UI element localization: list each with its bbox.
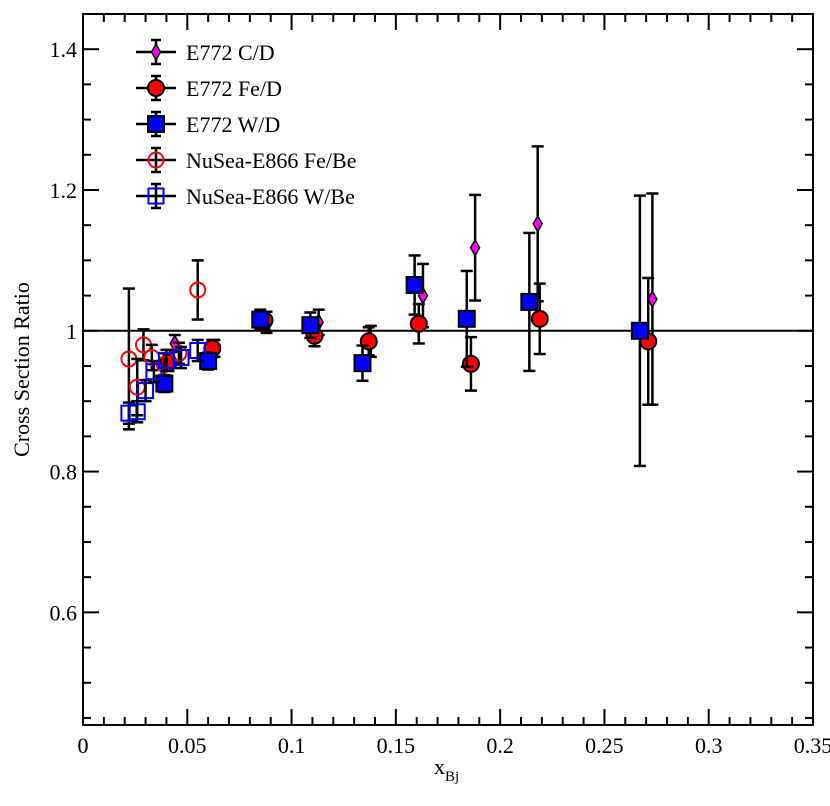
legend-label: E772 W/D bbox=[186, 112, 280, 137]
legend-marker bbox=[147, 115, 165, 133]
series-e772-fe-d bbox=[159, 276, 658, 406]
data-point bbox=[301, 311, 320, 340]
legend-entry: E772 W/D bbox=[136, 110, 280, 138]
data-marker bbox=[532, 214, 544, 234]
data-marker bbox=[409, 314, 428, 333]
x-axis-title-sub: Bj bbox=[445, 769, 459, 785]
data-point bbox=[531, 145, 544, 303]
legend-entry: NuSea-E866 W/Be bbox=[136, 182, 355, 210]
data-marker bbox=[128, 403, 146, 421]
legend-label: NuSea-E866 Fe/Be bbox=[186, 148, 356, 173]
data-point bbox=[461, 335, 480, 392]
y-axis-title: Cross Section Ratio bbox=[9, 282, 34, 457]
data-marker bbox=[405, 276, 424, 295]
x-tick-label: 0.05 bbox=[168, 733, 207, 758]
y-tick-label: 1.4 bbox=[50, 37, 78, 62]
data-marker bbox=[461, 354, 480, 373]
x-axis-title: xBj bbox=[434, 754, 459, 785]
legend-entry: E772 Fe/D bbox=[136, 74, 282, 102]
data-marker bbox=[530, 309, 549, 328]
legend-marker bbox=[150, 42, 162, 62]
legend-label: E772 C/D bbox=[186, 40, 275, 65]
series-nusea-e866-w-be bbox=[120, 338, 207, 425]
data-point bbox=[145, 359, 163, 384]
plot-frame bbox=[82, 13, 814, 726]
legend-entry: E772 C/D bbox=[136, 38, 275, 66]
x-tick-label: 0.25 bbox=[585, 733, 624, 758]
data-point bbox=[157, 348, 175, 373]
data-marker bbox=[469, 238, 481, 258]
legend-label: NuSea-E866 W/Be bbox=[186, 184, 355, 209]
data-marker bbox=[137, 382, 155, 400]
data-point bbox=[469, 193, 482, 302]
x-tick-label: 0.35 bbox=[794, 733, 830, 758]
data-point bbox=[155, 373, 174, 394]
data-marker bbox=[353, 354, 372, 373]
data-marker bbox=[172, 349, 190, 367]
data-point bbox=[189, 338, 207, 363]
legend-marker bbox=[147, 79, 165, 97]
legend-label: E772 Fe/D bbox=[186, 76, 282, 101]
data-marker bbox=[189, 341, 207, 359]
tick-labels-group: 0 0.05 0.1 0.15 0.2 0.25 0.3 0.35 0.6 0.8 1 1.2 1.4 bbox=[50, 37, 830, 758]
legend-group: E772 C/D E772 Fe/D E772 W/D NuSea-E866 Fe/B… bbox=[136, 38, 356, 210]
x-tick-label: 0 bbox=[78, 733, 89, 758]
data-point bbox=[128, 399, 146, 424]
data-point bbox=[172, 345, 190, 370]
legend-marker bbox=[147, 187, 165, 205]
data-point bbox=[137, 378, 155, 403]
data-marker bbox=[155, 374, 174, 393]
data-point bbox=[457, 269, 476, 368]
data-point bbox=[530, 282, 549, 356]
data-marker bbox=[189, 281, 207, 299]
x-axis-title-main: x bbox=[434, 754, 445, 779]
x-tick-label: 0.3 bbox=[695, 733, 723, 758]
data-point bbox=[405, 254, 424, 316]
data-marker bbox=[520, 292, 539, 311]
data-point bbox=[630, 194, 649, 468]
series-e772-w-d bbox=[155, 194, 649, 468]
data-marker bbox=[301, 316, 320, 335]
data-point bbox=[520, 231, 539, 373]
y-tick-label: 0.6 bbox=[50, 600, 78, 625]
data-point bbox=[134, 328, 152, 362]
x-tick-label: 0.15 bbox=[377, 733, 416, 758]
legend-entry: NuSea-E866 Fe/Be bbox=[136, 146, 356, 174]
y-tick-label: 1 bbox=[66, 319, 77, 344]
data-marker bbox=[457, 309, 476, 328]
axis-ticks-group bbox=[82, 13, 814, 725]
y-tick-label: 0.8 bbox=[50, 460, 78, 485]
x-tick-label: 0.2 bbox=[486, 733, 514, 758]
data-point bbox=[251, 308, 270, 331]
data-point bbox=[353, 344, 372, 383]
y-tick-label: 1.2 bbox=[50, 178, 78, 203]
x-tick-label: 0.1 bbox=[278, 733, 306, 758]
data-point bbox=[189, 259, 207, 321]
data-marker bbox=[251, 310, 270, 329]
data-point bbox=[409, 302, 428, 345]
legend-marker bbox=[147, 151, 165, 169]
series-group bbox=[120, 145, 659, 468]
data-marker bbox=[630, 321, 649, 340]
